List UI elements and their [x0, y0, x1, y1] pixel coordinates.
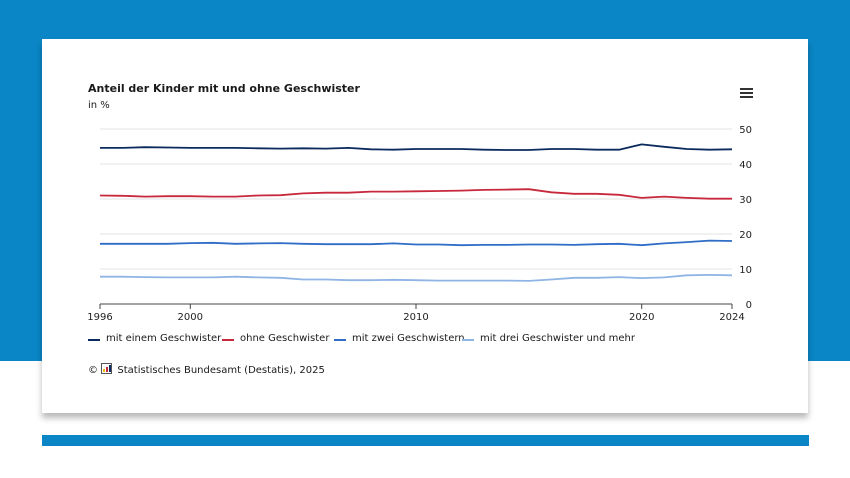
- y-tick-labels: 0 10 20 30 40 50: [739, 125, 752, 311]
- x-tick-label: 2000: [178, 312, 203, 323]
- x-tick-label: 2010: [403, 312, 428, 323]
- series-lines: [99, 143, 733, 282]
- x-tick-label: 1996: [87, 312, 112, 323]
- y-tick-label: 10: [739, 265, 752, 276]
- y-tick-label: 40: [739, 160, 752, 171]
- hamburger-menu-icon[interactable]: [740, 88, 753, 99]
- source-credit: © Statistisches Bundesamt (Destatis), 20…: [88, 363, 325, 376]
- legend-label: ohne Geschwister: [240, 333, 330, 344]
- legend-label: mit drei Geschwister und mehr: [480, 333, 635, 344]
- legend-label: mit einem Geschwister: [106, 333, 222, 344]
- series-line[interactable]: [100, 273, 733, 282]
- legend-label: mit zwei Geschwistern: [352, 333, 465, 344]
- x-axis: [99, 303, 733, 309]
- line-chart: 0 10 20 30 40 50 1996 2000 2010 2020 2024: [87, 125, 752, 323]
- chart-subtitle: in %: [88, 100, 110, 111]
- legend-swatch: [222, 339, 234, 341]
- copyright-symbol: ©: [88, 365, 98, 376]
- series-line[interactable]: [99, 188, 732, 200]
- legend-swatch: [88, 339, 100, 341]
- y-tick-label: 30: [739, 195, 752, 206]
- destatis-logo-icon: [101, 363, 113, 374]
- chart-title: Anteil der Kinder mit und ohne Geschwist…: [88, 82, 360, 95]
- x-tick-labels: 1996 2000 2010 2020 2024: [87, 312, 744, 323]
- source-text: Statistisches Bundesamt (Destatis), 2025: [117, 365, 325, 376]
- series-line[interactable]: [100, 239, 733, 247]
- y-tick-label: 20: [739, 230, 752, 241]
- grid-lines: [100, 128, 732, 270]
- y-tick-label: 50: [739, 125, 752, 136]
- bottom-accent-bar: [42, 435, 809, 446]
- legend-swatch: [462, 339, 474, 341]
- series-line[interactable]: [100, 143, 733, 151]
- x-tick-label: 2024: [719, 312, 744, 323]
- y-tick-label: 0: [746, 300, 752, 311]
- x-tick-label: 2020: [629, 312, 654, 323]
- chart-card: Anteil der Kinder mit und ohne Geschwist…: [42, 39, 808, 413]
- legend-swatch: [334, 339, 346, 341]
